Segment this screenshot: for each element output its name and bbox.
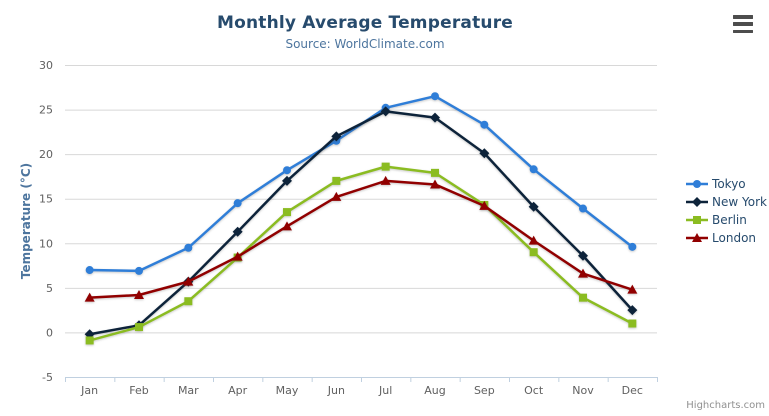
hamburger-icon bbox=[733, 22, 753, 26]
y-tick-label: 10 bbox=[39, 237, 53, 250]
legend-item-label: Tokyo bbox=[712, 177, 746, 191]
data-point[interactable] bbox=[529, 165, 538, 174]
legend-item-london[interactable]: London bbox=[686, 231, 767, 245]
legend-marker-symbol[interactable] bbox=[692, 233, 703, 242]
data-point[interactable] bbox=[430, 112, 440, 123]
chart-title: Monthly Average Temperature bbox=[216, 13, 514, 33]
series-london bbox=[84, 175, 638, 302]
data-point[interactable] bbox=[627, 305, 638, 316]
series-line[interactable] bbox=[88, 110, 634, 336]
legend-item-berlin[interactable]: Berlin bbox=[686, 213, 767, 227]
y-tick-label: 15 bbox=[39, 193, 53, 206]
data-point[interactable] bbox=[480, 120, 489, 129]
triangle-legend-marker-icon bbox=[686, 233, 709, 242]
y-tick-label: 30 bbox=[39, 59, 53, 72]
legend-item-label: Berlin bbox=[712, 213, 747, 227]
data-point[interactable] bbox=[331, 131, 342, 142]
series-new-york bbox=[84, 106, 638, 340]
data-point[interactable] bbox=[331, 191, 342, 201]
data-point[interactable] bbox=[332, 176, 341, 185]
series-line[interactable] bbox=[88, 179, 634, 299]
data-point[interactable] bbox=[528, 235, 539, 245]
data-point[interactable] bbox=[380, 106, 391, 117]
data-point[interactable] bbox=[135, 323, 143, 332]
data-point[interactable] bbox=[283, 208, 291, 217]
data-point[interactable] bbox=[232, 251, 243, 261]
export-menu-button[interactable] bbox=[733, 14, 755, 34]
data-point[interactable] bbox=[135, 266, 143, 275]
data-point[interactable] bbox=[431, 92, 439, 101]
data-point[interactable] bbox=[282, 175, 292, 186]
x-tick-label: Aug bbox=[424, 384, 445, 397]
x-tick-label: Jul bbox=[378, 384, 392, 397]
legend: Tokyo New York Berlin London bbox=[686, 177, 767, 245]
data-point[interactable] bbox=[183, 276, 194, 286]
data-point[interactable] bbox=[85, 336, 94, 345]
data-point[interactable] bbox=[282, 221, 292, 231]
data-point[interactable] bbox=[431, 168, 439, 177]
x-tick-label: Jan bbox=[80, 384, 98, 397]
legend-marker-symbol[interactable] bbox=[693, 180, 702, 188]
data-point[interactable] bbox=[380, 175, 391, 185]
data-point[interactable] bbox=[529, 248, 538, 257]
legend-item-new-york[interactable]: New York bbox=[686, 195, 767, 209]
data-point[interactable] bbox=[578, 250, 588, 261]
x-tick-label: Dec bbox=[622, 384, 643, 397]
credits-link[interactable]: Highcharts.com bbox=[686, 400, 765, 411]
legend-item-tokyo[interactable]: Tokyo bbox=[686, 177, 767, 191]
x-tick-label: Jun bbox=[327, 384, 345, 397]
legend-item-label: New York bbox=[712, 195, 767, 209]
data-point[interactable] bbox=[628, 319, 637, 328]
data-point[interactable] bbox=[579, 293, 587, 302]
data-point[interactable] bbox=[283, 166, 291, 175]
square-legend-marker-icon bbox=[686, 216, 709, 224]
y-tick-label: 0 bbox=[46, 326, 53, 339]
hamburger-icon bbox=[733, 15, 753, 19]
data-point[interactable] bbox=[381, 162, 390, 171]
x-tick-label: Apr bbox=[228, 384, 248, 397]
legend-marker-symbol[interactable] bbox=[693, 216, 702, 224]
data-point[interactable] bbox=[84, 292, 95, 302]
hamburger-icon bbox=[733, 29, 753, 33]
x-tick-label: Feb bbox=[129, 384, 148, 397]
x-tick-label: Nov bbox=[572, 384, 594, 397]
x-tick-label: Mar bbox=[178, 384, 199, 397]
data-point[interactable] bbox=[578, 268, 588, 278]
legend-marker-symbol[interactable] bbox=[692, 197, 703, 207]
data-point[interactable] bbox=[430, 179, 440, 189]
data-point[interactable] bbox=[232, 226, 243, 237]
diamond-legend-marker-icon bbox=[686, 197, 709, 207]
series-line[interactable] bbox=[88, 94, 634, 273]
data-point[interactable] bbox=[627, 284, 638, 294]
series-tokyo bbox=[85, 92, 637, 275]
data-point[interactable] bbox=[184, 297, 193, 306]
chart-subtitle: Source: WorldClimate.com bbox=[285, 37, 445, 51]
legend-item-label: London bbox=[712, 231, 757, 245]
y-axis-title: Temperature (°C) bbox=[19, 162, 33, 280]
data-point[interactable] bbox=[479, 200, 490, 210]
data-point[interactable] bbox=[479, 148, 490, 159]
x-tick-label: May bbox=[276, 384, 299, 397]
y-tick-label: 25 bbox=[39, 104, 53, 117]
data-point[interactable] bbox=[233, 199, 242, 208]
data-point[interactable] bbox=[528, 201, 539, 212]
y-tick-label: 20 bbox=[39, 148, 53, 161]
series-line[interactable] bbox=[88, 165, 634, 342]
circle-legend-marker-icon bbox=[686, 180, 709, 188]
y-tick-label: -5 bbox=[42, 371, 53, 384]
data-point[interactable] bbox=[134, 289, 144, 299]
x-tick-label: Oct bbox=[524, 384, 544, 397]
data-point[interactable] bbox=[579, 204, 587, 213]
data-point[interactable] bbox=[85, 266, 94, 275]
x-tick-label: Sep bbox=[474, 384, 495, 397]
data-point[interactable] bbox=[628, 242, 637, 251]
y-tick-label: 5 bbox=[46, 282, 53, 295]
data-point[interactable] bbox=[184, 243, 193, 252]
